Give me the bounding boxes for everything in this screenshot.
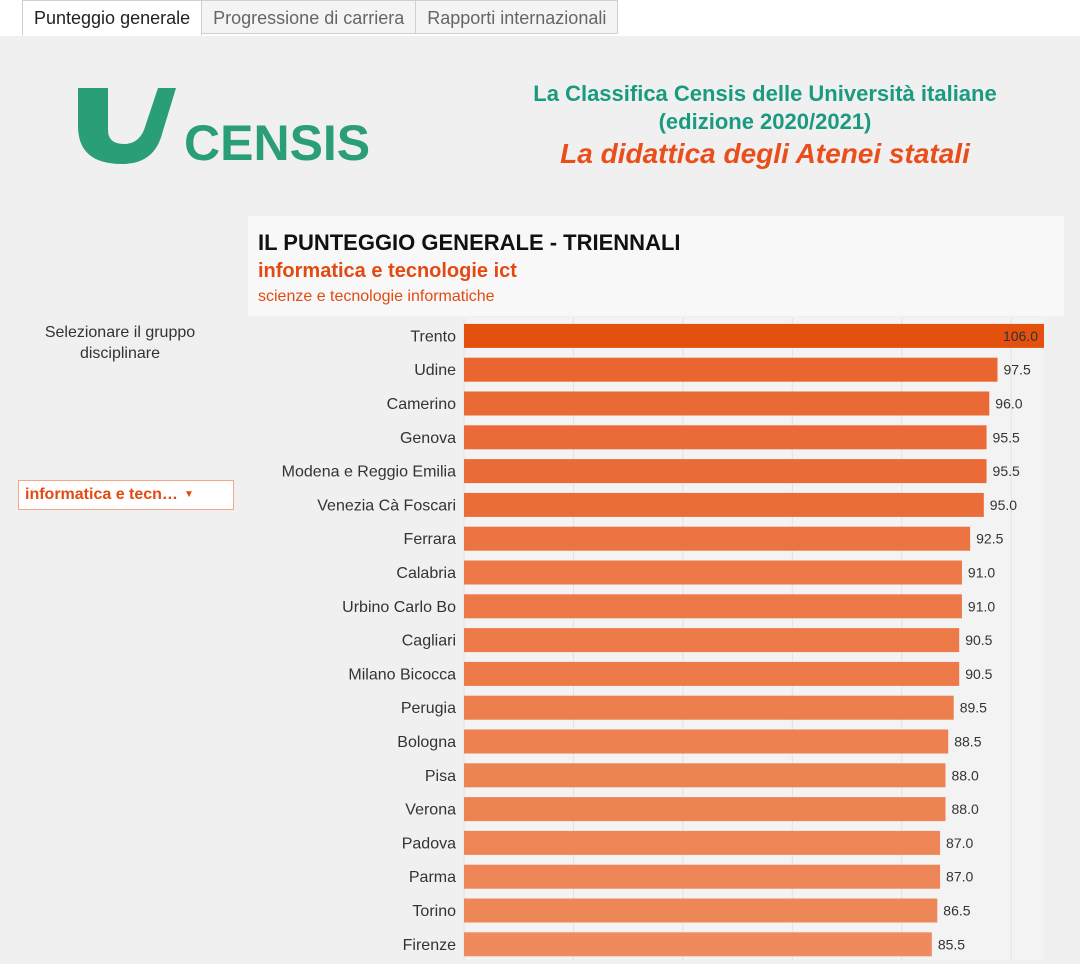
chart-group-title: informatica e tecnologie ict xyxy=(258,260,517,282)
category-label: Firenze xyxy=(403,937,456,954)
value-label: 90.5 xyxy=(965,632,992,648)
dropdown-value: informatica e tecn… xyxy=(25,486,178,503)
category-label: Genova xyxy=(400,430,456,447)
bar[interactable] xyxy=(464,492,984,517)
category-label: Parma xyxy=(409,869,456,886)
value-label: 88.0 xyxy=(952,801,979,817)
category-label: Perugia xyxy=(401,700,456,717)
bar[interactable] xyxy=(464,932,932,957)
category-label: Torino xyxy=(412,903,456,920)
bar[interactable] xyxy=(464,628,960,653)
category-label: Udine xyxy=(414,362,456,379)
category-label: Venezia Cà Foscari xyxy=(317,497,456,514)
tab-punteggio-generale[interactable]: Punteggio generale xyxy=(22,0,203,36)
bar[interactable] xyxy=(464,695,954,720)
header-line1: La Classifica Censis delle Università it… xyxy=(533,81,997,106)
bar[interactable] xyxy=(464,864,941,889)
value-label: 95.5 xyxy=(993,429,1020,445)
value-label: 96.0 xyxy=(995,396,1022,412)
category-label: Ferrara xyxy=(404,531,457,548)
bar[interactable] xyxy=(464,425,987,450)
category-label: Trento xyxy=(410,328,456,345)
bar[interactable] xyxy=(464,526,971,551)
bar[interactable] xyxy=(464,898,938,923)
value-label: 91.0 xyxy=(968,565,995,581)
value-label: 88.5 xyxy=(954,734,981,750)
censis-logo: CENSIS xyxy=(78,82,378,172)
value-label: 97.5 xyxy=(1003,362,1030,378)
category-label: Cagliari xyxy=(402,633,456,650)
header-line2: (edizione 2020/2021) xyxy=(658,109,872,134)
chevron-down-icon: ▼ xyxy=(183,489,194,500)
chart-title: IL PUNTEGGIO GENERALE - TRIENNALI xyxy=(258,230,681,255)
category-label: Camerino xyxy=(387,396,456,413)
category-label: Bologna xyxy=(397,734,456,751)
tab-rapporti-internazionali[interactable]: Rapporti internazionali xyxy=(416,0,619,34)
bar[interactable] xyxy=(464,323,1044,348)
category-label: Modena e Reggio Emilia xyxy=(282,464,456,481)
bar[interactable] xyxy=(464,459,987,484)
tabs: Punteggio generale Progressione di carri… xyxy=(22,0,619,36)
category-label: Padova xyxy=(402,835,456,852)
chart-course-title: scienze e tecnologie informatiche xyxy=(258,288,495,305)
value-label: 87.0 xyxy=(946,869,973,885)
chart-title-box: IL PUNTEGGIO GENERALE - TRIENNALI inform… xyxy=(248,216,1064,316)
bar[interactable] xyxy=(464,560,962,585)
value-label: 90.5 xyxy=(965,666,992,682)
value-label: 88.0 xyxy=(952,767,979,783)
value-label: 106.0 xyxy=(1003,328,1038,344)
category-label: Verona xyxy=(405,802,456,819)
bar[interactable] xyxy=(464,391,990,416)
value-label: 87.0 xyxy=(946,835,973,851)
value-label: 85.5 xyxy=(938,936,965,952)
bar-chart: Trento 106.0 Udine 97.5 Camerino 96.0 Genova 95… xyxy=(282,318,1044,961)
group-dropdown[interactable]: informatica e tecn… ▼ xyxy=(18,480,234,510)
header-titles: La Classifica Censis delle Università it… xyxy=(470,80,1060,172)
logo-wordmark: CENSIS xyxy=(184,115,370,171)
category-label: Pisa xyxy=(425,768,456,785)
selector-label: Selezionare il gruppo disciplinare xyxy=(44,324,196,362)
bar[interactable] xyxy=(464,729,949,754)
category-label: Calabria xyxy=(396,565,456,582)
value-label: 95.5 xyxy=(993,463,1020,479)
category-label: Urbino Carlo Bo xyxy=(342,599,456,616)
tab-progressione-di-carriera[interactable]: Progressione di carriera xyxy=(202,0,417,34)
value-label: 91.0 xyxy=(968,598,995,614)
bar[interactable] xyxy=(464,830,941,855)
header-line3: La didattica degli Atenei statali xyxy=(560,138,970,169)
bar[interactable] xyxy=(464,661,960,686)
category-label: Milano Bicocca xyxy=(348,666,456,683)
value-label: 86.5 xyxy=(943,903,970,919)
bar[interactable] xyxy=(464,594,962,619)
value-label: 89.5 xyxy=(960,700,987,716)
value-label: 95.0 xyxy=(990,497,1017,513)
bar[interactable] xyxy=(464,797,946,822)
value-label: 92.5 xyxy=(976,531,1003,547)
tab-bar: Punteggio generale Progressione di carri… xyxy=(0,0,1080,36)
censis-logo-mark: CENSIS xyxy=(78,88,370,171)
bar[interactable] xyxy=(464,357,998,382)
bar[interactable] xyxy=(464,763,946,788)
